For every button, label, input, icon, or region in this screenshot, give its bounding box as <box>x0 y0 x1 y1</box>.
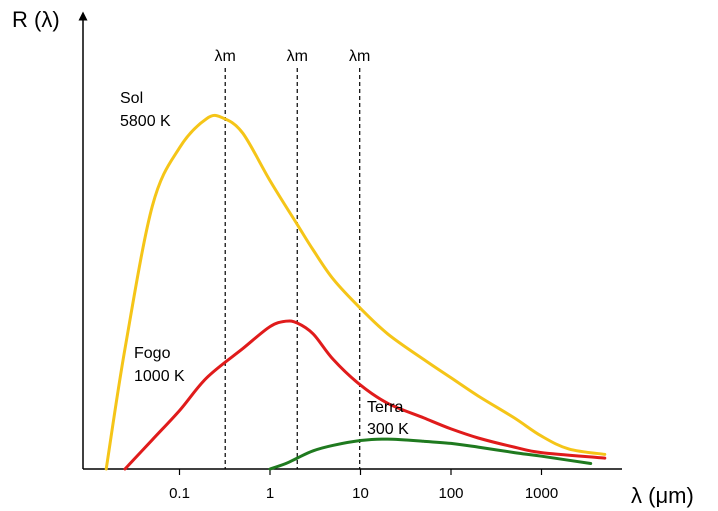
x-tick-label: 1 <box>266 485 274 502</box>
x-axis-label: λ (μm) <box>631 483 694 508</box>
wavelength-markers: λm λm λm <box>215 48 370 469</box>
curve-label-fogo: Fogo 1000 K <box>134 345 185 385</box>
curve-terra-300k <box>268 437 593 471</box>
curve-label-terra: Terra 300 K <box>367 399 409 438</box>
y-axis-label: R (λ) <box>12 7 60 32</box>
x-tick-label: 1000 <box>525 485 558 502</box>
curves <box>104 113 607 471</box>
x-tick-label: 0.1 <box>169 485 190 502</box>
lambda-max-label: λm <box>349 48 370 65</box>
lambda-max-label: λm <box>215 48 236 65</box>
curve-sol-5800k <box>104 113 607 471</box>
lambda-max-label: λm <box>287 48 308 65</box>
curve-fogo-1000k <box>123 319 607 471</box>
x-tick-label: 100 <box>438 485 463 502</box>
x-ticks: 0.1 1 10 100 1000 <box>169 469 558 502</box>
curve-label-sol: Sol 5800 K <box>120 90 171 130</box>
x-tick-label: 10 <box>352 485 369 502</box>
